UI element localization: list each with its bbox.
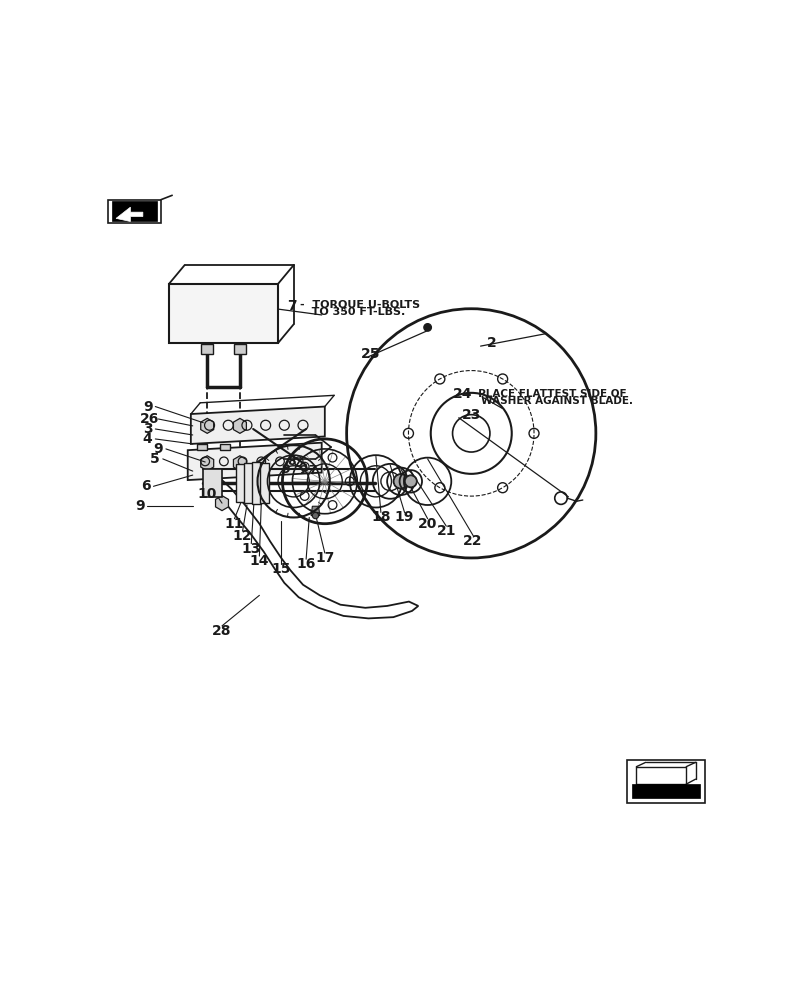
Circle shape: [393, 474, 407, 488]
Text: 5: 5: [150, 452, 160, 466]
Bar: [220, 444, 230, 450]
Text: 26: 26: [140, 412, 159, 426]
Text: 6: 6: [141, 479, 150, 493]
Polygon shape: [311, 506, 320, 516]
Text: 14: 14: [249, 554, 269, 568]
Circle shape: [405, 476, 416, 487]
Text: -  PLACE FLATTEST SIDE OF: - PLACE FLATTEST SIDE OF: [463, 389, 626, 399]
Bar: [236, 464, 247, 502]
Bar: [169, 284, 278, 343]
Text: 24: 24: [452, 387, 471, 401]
Bar: [197, 444, 207, 450]
Polygon shape: [215, 496, 228, 511]
Text: WASHER AGAINST BLADE.: WASHER AGAINST BLADE.: [463, 396, 632, 406]
Text: 15: 15: [271, 562, 291, 576]
Text: 10: 10: [197, 487, 216, 501]
Polygon shape: [190, 407, 324, 444]
Text: 17: 17: [315, 551, 334, 565]
Text: 22: 22: [463, 534, 483, 548]
Circle shape: [423, 324, 431, 331]
Text: 25: 25: [361, 347, 380, 361]
Text: 20: 20: [418, 517, 437, 531]
Bar: [201, 344, 213, 354]
Text: 2: 2: [487, 336, 496, 350]
Polygon shape: [201, 418, 214, 433]
Circle shape: [312, 512, 318, 519]
Bar: [259, 463, 269, 503]
Text: 16: 16: [296, 557, 316, 571]
Bar: [234, 344, 246, 354]
Bar: [251, 462, 261, 504]
Polygon shape: [631, 784, 699, 798]
Polygon shape: [112, 201, 157, 221]
Text: 19: 19: [394, 510, 414, 524]
Text: 21: 21: [436, 524, 455, 538]
Polygon shape: [201, 456, 214, 471]
Bar: [243, 463, 254, 503]
Text: 9: 9: [143, 400, 153, 414]
Text: -  TORQUE U-BOLTS: - TORQUE U-BOLTS: [300, 299, 419, 309]
Text: 13: 13: [242, 542, 261, 556]
Bar: [626, 760, 704, 803]
Polygon shape: [116, 207, 143, 221]
Text: 7: 7: [287, 299, 296, 313]
Text: 8: 8: [287, 455, 296, 468]
Bar: [108, 200, 161, 223]
Text: 18: 18: [371, 510, 390, 524]
Text: 4: 4: [143, 432, 153, 446]
Polygon shape: [188, 443, 321, 480]
Text: 3: 3: [143, 422, 153, 436]
Polygon shape: [233, 418, 246, 433]
Text: 27: 27: [300, 464, 317, 477]
Text: 9: 9: [281, 463, 289, 476]
Text: 9: 9: [135, 499, 145, 513]
Text: 9: 9: [153, 442, 163, 456]
Text: 28: 28: [212, 624, 231, 638]
Text: 23: 23: [461, 408, 481, 422]
Text: 11: 11: [224, 517, 244, 531]
Bar: [203, 469, 222, 497]
Text: 12: 12: [233, 529, 252, 543]
Text: TO 350 FT-LBS.: TO 350 FT-LBS.: [300, 307, 405, 317]
Polygon shape: [233, 456, 246, 471]
